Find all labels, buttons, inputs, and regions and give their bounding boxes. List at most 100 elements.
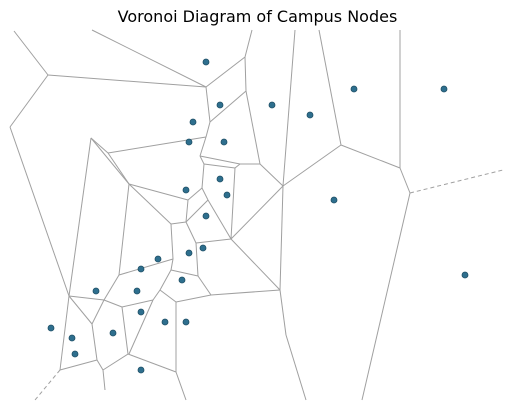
campus-node xyxy=(185,138,193,146)
campus-node xyxy=(202,58,210,66)
campus-node xyxy=(440,85,448,93)
voronoi-edge xyxy=(195,238,232,244)
voronoi-edge xyxy=(90,137,109,154)
voronoi-edge xyxy=(91,323,98,361)
voronoi-edge xyxy=(199,155,241,165)
voronoi-edge xyxy=(282,144,342,187)
voronoi-infinite-edge xyxy=(409,169,504,194)
voronoi-edge xyxy=(107,136,207,154)
campus-node xyxy=(189,118,197,126)
voronoi-edge xyxy=(13,30,49,76)
voronoi-edge xyxy=(340,144,401,169)
campus-node xyxy=(68,334,76,342)
voronoi-edge xyxy=(128,183,172,225)
voronoi-edge xyxy=(279,289,287,336)
campus-node xyxy=(47,324,55,332)
voronoi-edge xyxy=(209,90,247,123)
voronoi-edge xyxy=(118,183,130,276)
campus-node xyxy=(71,350,79,358)
voronoi-edge xyxy=(102,369,106,391)
campus-node xyxy=(199,244,207,252)
voronoi-edge xyxy=(399,167,411,194)
voronoi-edge xyxy=(205,56,246,88)
voronoi-edge xyxy=(175,294,212,303)
campus-node xyxy=(92,287,100,295)
voronoi-edge xyxy=(234,163,241,169)
campus-node xyxy=(133,287,141,295)
voronoi-edge xyxy=(245,90,261,165)
campus-node xyxy=(137,366,145,374)
voronoi-edge xyxy=(90,137,130,185)
voronoi-edge xyxy=(230,185,284,240)
campus-node xyxy=(223,191,231,199)
voronoi-edge xyxy=(68,137,92,297)
voronoi-edge xyxy=(68,295,93,325)
voronoi-edge xyxy=(199,136,207,157)
voronoi-edge xyxy=(170,269,199,277)
voronoi-edge xyxy=(203,163,236,169)
voronoi-edge xyxy=(170,258,174,271)
voronoi-edge xyxy=(282,29,296,187)
campus-node xyxy=(330,196,338,204)
voronoi-edge xyxy=(197,275,212,296)
campus-node xyxy=(161,318,169,326)
voronoi-edge xyxy=(91,299,105,325)
voronoi-edge xyxy=(128,183,189,201)
campus-node xyxy=(137,308,145,316)
voronoi-edge xyxy=(199,155,205,165)
voronoi-edge xyxy=(230,238,281,291)
campus-node xyxy=(182,186,190,194)
voronoi-edge xyxy=(91,29,207,88)
voronoi-edge xyxy=(244,56,247,92)
voronoi-edge xyxy=(59,295,70,371)
voronoi-edge xyxy=(68,295,105,301)
voronoi-edge xyxy=(152,289,161,301)
campus-node xyxy=(185,249,193,257)
voronoi-edge xyxy=(185,199,209,223)
voronoi-edge xyxy=(121,299,154,308)
voronoi-edge xyxy=(210,289,281,296)
campus-node xyxy=(220,138,228,146)
voronoi-edge xyxy=(285,334,307,401)
voronoi-edge xyxy=(47,74,207,88)
voronoi-edge xyxy=(185,199,189,223)
voronoi-edge xyxy=(244,29,253,58)
diagram-title: Voronoi Diagram of Campus Nodes xyxy=(117,7,398,26)
campus-node xyxy=(216,101,224,109)
voronoi-edge xyxy=(96,359,104,371)
voronoi-edge xyxy=(9,126,70,297)
voronoi-edge xyxy=(259,163,284,187)
voronoi-edge xyxy=(9,74,49,128)
voronoi-edge xyxy=(361,192,411,401)
voronoi-edge xyxy=(103,299,123,308)
voronoi-edge xyxy=(205,121,211,138)
campus-node xyxy=(178,276,186,284)
voronoi-edge xyxy=(118,258,174,276)
voronoi-edge xyxy=(128,299,154,355)
voronoi-edge xyxy=(205,86,211,123)
voronoi-edge xyxy=(103,274,120,301)
voronoi-edge xyxy=(121,306,129,355)
campus-node xyxy=(216,175,224,183)
voronoi-edge xyxy=(207,199,232,240)
voronoi-edge xyxy=(187,187,203,201)
voronoi-edge xyxy=(318,29,342,146)
voronoi-edge xyxy=(201,187,209,201)
voronoi-edge xyxy=(170,223,174,260)
voronoi-edge xyxy=(102,353,129,371)
voronoi-edge xyxy=(107,152,130,185)
campus-node xyxy=(109,329,117,337)
voronoi-edge xyxy=(201,163,205,189)
voronoi-edge xyxy=(279,185,284,291)
campus-node xyxy=(461,271,469,279)
campus-node xyxy=(154,255,162,263)
campus-node xyxy=(137,265,145,273)
campus-node xyxy=(350,85,358,93)
voronoi-edge xyxy=(170,221,187,225)
voronoi-edge xyxy=(230,167,236,240)
campus-nodes xyxy=(47,58,469,374)
voronoi-edge xyxy=(59,359,98,371)
campus-node xyxy=(306,111,314,119)
voronoi-edges xyxy=(9,29,504,401)
